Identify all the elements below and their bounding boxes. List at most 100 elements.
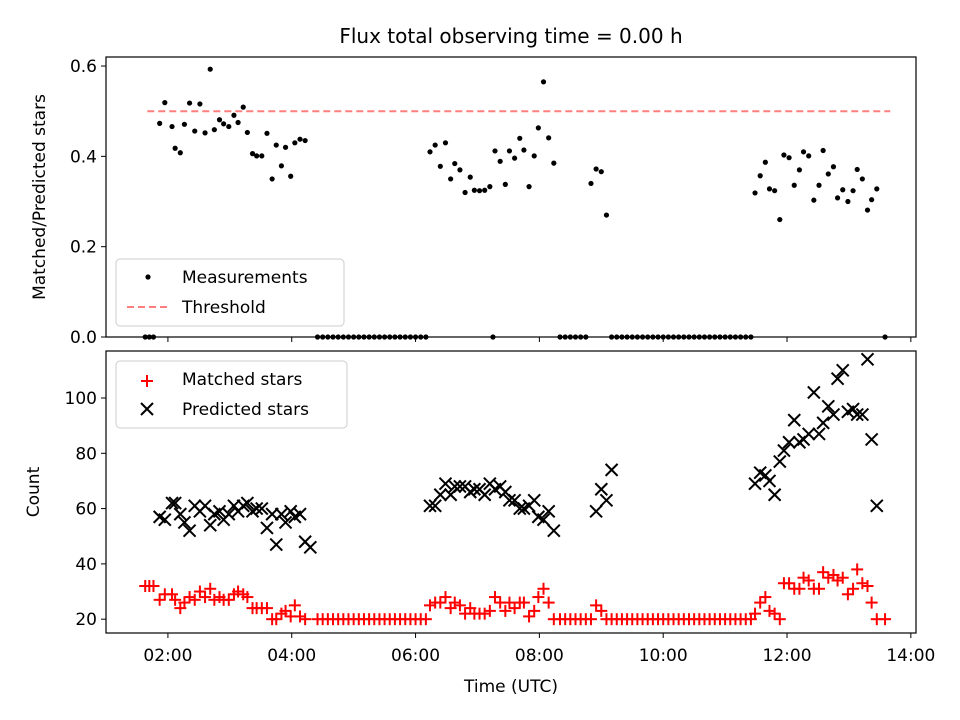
measurement-point xyxy=(806,153,812,159)
matched-star-point xyxy=(836,571,849,584)
predicted-star-point xyxy=(467,482,482,496)
measurement-point xyxy=(816,182,822,188)
measurement-point xyxy=(254,153,260,159)
measurement-point xyxy=(376,334,383,340)
measurement-point xyxy=(512,155,518,161)
measurement-point xyxy=(427,149,433,155)
measurement-point xyxy=(502,181,508,187)
predicted-star-point-b xyxy=(782,435,796,449)
matched-star-point xyxy=(178,596,191,609)
predicted-star-point-b xyxy=(753,465,767,480)
predicted-star-point-b xyxy=(767,488,782,502)
predicted-star-point xyxy=(433,488,448,502)
matched-star-point xyxy=(199,591,212,604)
matched-star-point xyxy=(270,613,283,626)
predicted-star-point xyxy=(240,496,255,510)
measurement-point xyxy=(540,79,547,85)
predicted-star-point xyxy=(773,454,787,469)
top-y-axis-label: Matched/Predicted stars xyxy=(30,94,50,300)
measurement-point xyxy=(748,334,754,340)
predicted-star-point-b xyxy=(826,407,841,422)
measurement-point xyxy=(791,182,797,188)
measurement-point xyxy=(551,160,557,166)
matched-star-point xyxy=(813,582,826,595)
measurement-point xyxy=(387,334,393,340)
measurement-point xyxy=(490,334,496,340)
measurement-point xyxy=(639,334,646,340)
predicted-star-point xyxy=(541,504,556,519)
measurement-point xyxy=(526,184,532,190)
predicted-star-point xyxy=(260,521,274,535)
measurement-point xyxy=(670,334,677,340)
predicted-star-point-b xyxy=(158,512,172,527)
predicted-star-point-b xyxy=(604,463,619,477)
measurement-point xyxy=(811,197,817,203)
x-tick-label: 02:00 xyxy=(143,646,192,666)
top-plot-marks xyxy=(142,66,891,340)
matched-star-point xyxy=(478,607,491,620)
bottom-plot-marks xyxy=(139,352,892,626)
measurement-point xyxy=(845,198,851,205)
bottom-y-axis-label: Count xyxy=(24,466,44,517)
bottom-y-axis: 20 40 60 80 100 xyxy=(65,389,106,630)
predicted-star-point-b xyxy=(507,493,522,508)
measurement-point xyxy=(869,197,875,203)
predicted-star-point-b xyxy=(870,499,884,513)
matched-star-point xyxy=(861,580,874,592)
predicted-star-point-b xyxy=(547,523,561,538)
predicted-star-point xyxy=(821,399,836,414)
measurement-point xyxy=(492,148,498,154)
measurement-point xyxy=(442,140,449,146)
measurement-point xyxy=(197,101,203,107)
measurement-point xyxy=(476,188,483,194)
measurement-point xyxy=(325,334,331,340)
matched-star-point xyxy=(532,591,545,604)
measurement-point xyxy=(874,186,880,192)
measurement-point xyxy=(825,171,831,177)
measurement-point xyxy=(497,158,503,164)
top-panel: 0.0 0.2 0.4 0.6 Matched/Predicted stars Mea… xyxy=(30,56,917,348)
measurement-point xyxy=(546,135,552,141)
measurement-point xyxy=(830,164,837,170)
predicted-star-point xyxy=(182,523,197,538)
bottom-plot-frame xyxy=(105,350,917,634)
predicted-star-point xyxy=(807,385,821,400)
measurement-point xyxy=(850,188,856,194)
predicted-star-point xyxy=(448,479,462,494)
measurement-point xyxy=(854,166,860,173)
measurement-point xyxy=(531,153,537,159)
measurement-point xyxy=(320,334,326,340)
predicted-star-point xyxy=(278,515,293,530)
measurement-point xyxy=(609,334,615,340)
predicted-star-point xyxy=(782,435,796,449)
measurement-point xyxy=(521,147,527,153)
predicted-star-point xyxy=(477,488,492,502)
measurement-point xyxy=(407,334,413,340)
matched-star-point xyxy=(241,591,254,604)
measurement-point xyxy=(340,334,346,340)
matched-star-point xyxy=(508,602,521,615)
measurement-point xyxy=(330,334,336,340)
predicted-star-point-b xyxy=(173,507,188,521)
measurement-point xyxy=(146,334,152,340)
legend-threshold-label: Threshold xyxy=(181,298,266,318)
measurement-point xyxy=(859,176,865,182)
measurement-point xyxy=(800,149,807,155)
matched-star-point xyxy=(279,604,292,617)
measurement-point xyxy=(820,147,826,154)
predicted-star-point xyxy=(830,371,845,386)
bottom-x-axis: 02:00 04:00 06:00 08:00 10:00 12:00 14:00 xyxy=(143,633,935,666)
measurement-point xyxy=(772,188,778,194)
matched-star-point xyxy=(584,613,597,626)
predicted-star-point-b xyxy=(177,515,192,530)
matched-star-point xyxy=(754,596,767,609)
predicted-star-point xyxy=(604,463,619,477)
predicted-star-point xyxy=(274,507,289,521)
predicted-star-point-b xyxy=(748,476,762,491)
predicted-star-point-b xyxy=(807,385,821,400)
predicted-star-point-b xyxy=(864,432,879,447)
predicted-star-point-b xyxy=(527,493,541,508)
predicted-star-point-b xyxy=(278,515,293,530)
predicted-star-point-b xyxy=(477,488,492,502)
measurement-point xyxy=(278,163,285,169)
